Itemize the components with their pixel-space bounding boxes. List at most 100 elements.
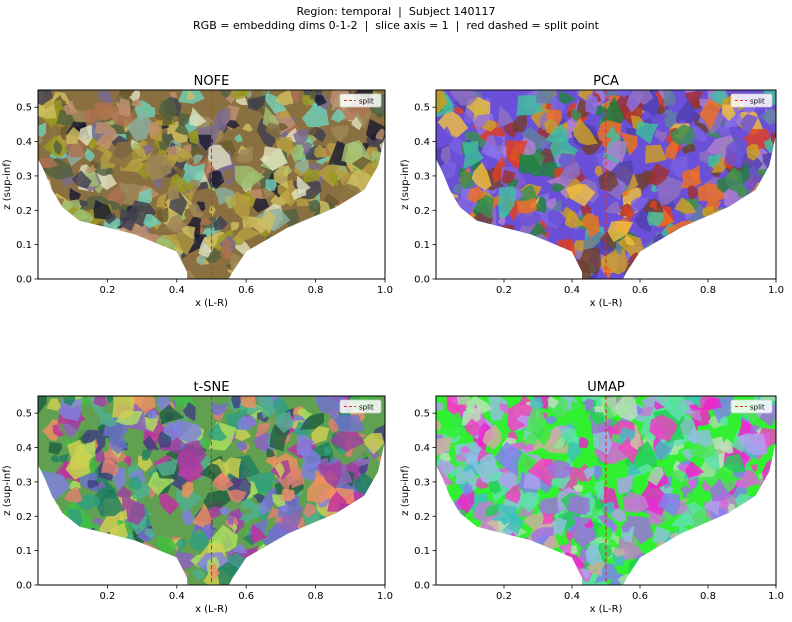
axes-frame (37, 89, 386, 280)
embedding-patch (565, 184, 596, 207)
embedding-patch (276, 565, 300, 585)
embedding-patch (376, 565, 385, 576)
x-tick-label: 0.8 (700, 285, 716, 296)
y-tick-label: 0.2 (16, 206, 32, 217)
embedding-patch (322, 258, 347, 279)
embedding-patch (482, 424, 502, 450)
embedding-patch (357, 246, 377, 274)
embedding-patch (42, 564, 53, 577)
embedding-patch (758, 199, 773, 216)
embedding-patch (189, 531, 209, 552)
embedding-patch (605, 140, 627, 163)
embedding-patch (308, 241, 330, 264)
embedding-patch (99, 411, 118, 428)
embedding-patch (485, 239, 508, 261)
embedding-field (38, 90, 385, 279)
embedding-patch (449, 261, 471, 279)
embedding-patch (196, 254, 207, 266)
embedding-patch (564, 211, 585, 229)
embedding-patch (718, 555, 733, 568)
embedding-patch (230, 90, 252, 100)
embedding-patch (759, 572, 774, 585)
embedding-patch (437, 232, 453, 252)
embedding-patch (191, 503, 214, 531)
embedding-patch (561, 251, 575, 263)
embedding-patch (81, 570, 96, 583)
embedding-patch (712, 536, 727, 552)
embedding-patch (546, 255, 563, 270)
embedding-patch (48, 516, 70, 547)
embedding-patch (731, 255, 761, 279)
embedding-patch (537, 260, 556, 273)
embedding-patch (369, 508, 379, 518)
embedding-patch (314, 94, 327, 107)
embedding-patch (670, 243, 684, 259)
embedding-patch (317, 270, 331, 279)
embedding-patch (371, 240, 385, 260)
embedding-patch (481, 119, 498, 132)
embedding-patch (201, 438, 211, 449)
embedding-patch (688, 542, 703, 560)
embedding-patch (601, 502, 615, 515)
embedding-patch (373, 500, 385, 521)
embedding-patch (545, 459, 572, 479)
embedding-patch (72, 223, 87, 241)
embedding-patch (129, 90, 140, 102)
embedding-patch (473, 225, 481, 235)
embedding-patch (335, 558, 360, 585)
embedding-patch (676, 271, 688, 279)
y-tick-label: 0.5 (16, 409, 32, 420)
embedding-patch (545, 198, 557, 210)
embedding-patch (38, 230, 53, 243)
embedding-patch (222, 238, 232, 248)
embedding-patch (124, 234, 137, 247)
embedding-patch (632, 268, 642, 279)
embedding-patch (594, 164, 603, 177)
embedding-patch (72, 560, 90, 578)
embedding-patch (442, 235, 461, 256)
embedding-patch (358, 245, 380, 263)
embedding-patch (690, 559, 709, 572)
embedding-patch (720, 215, 736, 231)
embedding-patch (622, 205, 635, 222)
y-tick-label: 0.1 (414, 240, 430, 251)
embedding-patch (267, 255, 278, 267)
embedding-patch (673, 562, 698, 584)
embedding-field (436, 90, 776, 279)
embedding-patch (119, 209, 140, 232)
embedding-patch (358, 257, 375, 276)
embedding-patch (42, 568, 73, 585)
embedding-patch (439, 459, 456, 478)
embedding-patch (315, 396, 347, 416)
embedding-patch (330, 431, 365, 452)
embedding-patch (273, 165, 290, 190)
embedding-patch (634, 173, 653, 191)
embedding-patch (327, 172, 339, 187)
embedding-patch (108, 141, 133, 169)
embedding-patch (76, 573, 85, 585)
embedding-patch (304, 230, 320, 243)
embedding-patch (77, 252, 88, 263)
embedding-patch (526, 262, 535, 272)
embedding-patch (621, 521, 631, 533)
embedding-patch (311, 216, 334, 239)
embedding-patch (374, 227, 385, 237)
y-tick-label: 0.4 (414, 137, 430, 148)
embedding-patch (444, 534, 481, 567)
embedding-patch (236, 146, 253, 164)
embedding-patch (724, 530, 738, 549)
embedding-patch (66, 508, 83, 530)
embedding-patch (530, 161, 562, 178)
x-tick-label: 0.2 (496, 285, 512, 296)
embedding-patch (705, 561, 720, 577)
embedding-patch (739, 114, 759, 138)
embedding-patch (265, 179, 277, 191)
embedding-patch (252, 563, 284, 585)
embedding-patch (701, 397, 722, 411)
embedding-patch (436, 253, 465, 279)
embedding-patch (63, 486, 83, 505)
embedding-patch (112, 396, 134, 419)
embedding-patch (553, 556, 570, 571)
embedding-patch (75, 223, 86, 237)
embedding-patch (717, 569, 728, 581)
